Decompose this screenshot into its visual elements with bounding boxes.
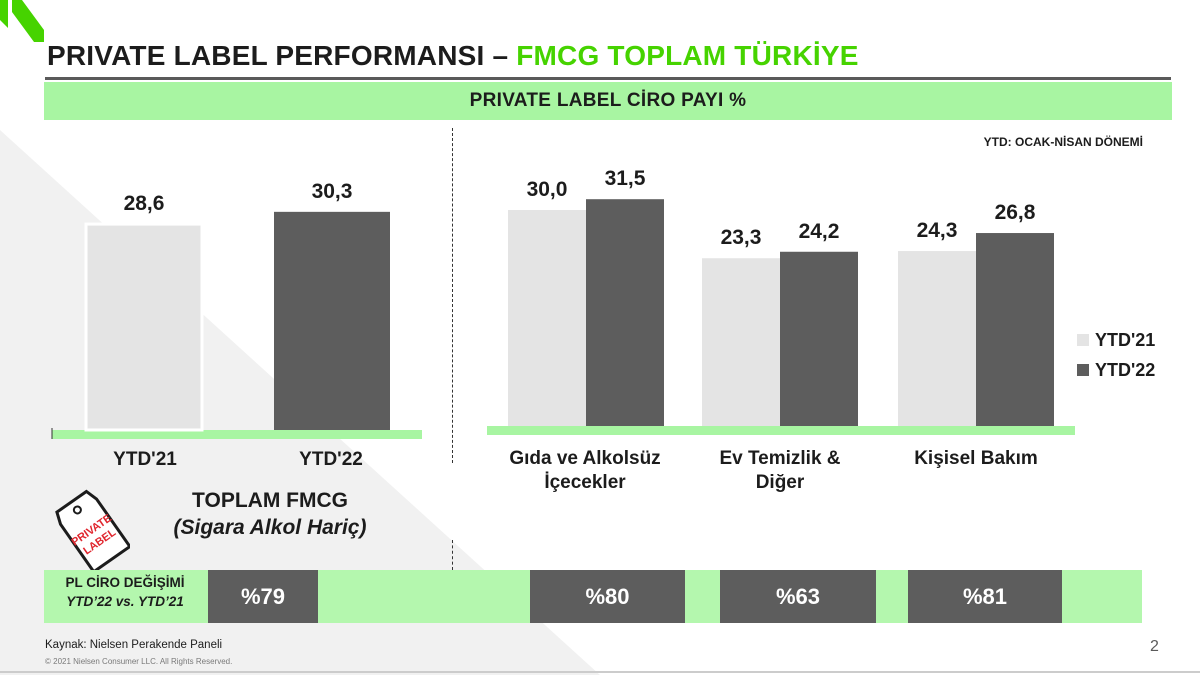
- legend-item-ytd22: YTD'22: [1077, 355, 1155, 385]
- legend-label-ytd21: YTD'21: [1095, 329, 1156, 350]
- right-category-label-0-line1: Gıda ve Alkolsüz: [509, 448, 661, 469]
- right-category-label-2: Kişisel Bakım: [876, 447, 1076, 471]
- right-bar-0-1: [586, 199, 664, 426]
- right-category-label-1: Ev Temizlik & Diğer: [680, 447, 880, 495]
- section-divider-lower: [452, 540, 453, 570]
- left-category-label-1: YTD'22: [299, 449, 363, 470]
- chart-categories: 30,0 31,5 23,3 24,2 24,3 26,8: [487, 167, 1075, 435]
- right-bar-label-2-1: 26,8: [995, 201, 1036, 224]
- subtitle-text: PRIVATE LABEL CİRO PAYI %: [469, 90, 747, 111]
- right-category-label-2-line1: Kişisel Bakım: [914, 448, 1038, 469]
- right-bar-label-2-0: 24,3: [917, 219, 958, 242]
- left-bar-1: [274, 211, 390, 430]
- right-bar-0-0: [508, 210, 586, 426]
- section-divider: [452, 128, 453, 463]
- chart-legend: YTD'21 YTD'22: [1077, 325, 1155, 385]
- page-title-accent: FMCG TOPLAM TÜRKİYE: [516, 40, 859, 71]
- legend-swatch-ytd21: [1077, 334, 1089, 346]
- copyright-note: © 2021 Nielsen Consumer LLC. All Rights …: [45, 657, 233, 666]
- left-category-label-0: YTD'21: [113, 449, 177, 470]
- right-bar-label-0-0: 30,0: [527, 178, 568, 201]
- page-title: PRIVATE LABEL PERFORMANSI – FMCG TOPLAM …: [47, 40, 859, 72]
- change-value-total: %79: [208, 570, 318, 623]
- right-bar-2-0: [898, 251, 976, 426]
- total-fmcg-caption-line1: TOPLAM FMCG: [192, 489, 348, 512]
- chart-total-fmcg: 28,6 30,3: [51, 180, 422, 439]
- subtitle-band: PRIVATE LABEL CİRO PAYI %: [44, 82, 1172, 120]
- page-number: 2: [1150, 638, 1159, 655]
- right-category-label-0-line2: İçecekler: [544, 472, 626, 493]
- right-bar-label-1-0: 23,3: [721, 226, 762, 249]
- right-bar-1-1: [780, 251, 858, 426]
- right-category-label-1-line2: Diğer: [755, 472, 805, 493]
- total-fmcg-caption-line2: (Sigara Alkol Hariç): [173, 516, 367, 539]
- right-category-label-0: Gıda ve Alkolsüz İçecekler: [480, 447, 690, 495]
- right-chart-baseline: [487, 426, 1075, 435]
- change-value-household: %63: [720, 570, 876, 623]
- page-title-main: PRIVATE LABEL PERFORMANSI –: [47, 40, 509, 71]
- legend-swatch-ytd22: [1077, 364, 1089, 376]
- right-bar-label-1-1: 24,2: [799, 220, 840, 243]
- corner-logo-mark: [0, 0, 8, 28]
- corner-logo-stripe: [12, 0, 44, 42]
- source-note: Kaynak: Nielsen Perakende Paneli: [45, 639, 223, 651]
- period-note: YTD: OCAK-NİSAN DÖNEMİ: [983, 135, 1143, 149]
- private-label-tag-icon: PRIVATE LABEL: [55, 489, 130, 574]
- change-row-label: PL CİRO DEĞİŞİMİ YTD’22 vs. YTD’21: [44, 573, 206, 611]
- title-underline: [45, 77, 1171, 80]
- change-row-label-line2: YTD’22 vs. YTD’21: [66, 594, 184, 609]
- left-bar-0: [84, 222, 204, 432]
- right-category-label-1-line1: Ev Temizlik &: [719, 448, 841, 469]
- left-bar-label-0: 28,6: [124, 192, 165, 215]
- change-value-personal-care: %81: [908, 570, 1062, 623]
- right-bar-1-0: [702, 258, 780, 426]
- right-bar-2-1: [976, 233, 1054, 426]
- change-row-label-line1: PL CİRO DEĞİŞİMİ: [65, 575, 185, 590]
- right-bar-label-0-1: 31,5: [605, 167, 646, 190]
- total-fmcg-caption: TOPLAM FMCG (Sigara Alkol Hariç): [120, 489, 420, 540]
- legend-item-ytd21: YTD'21: [1077, 325, 1155, 355]
- left-chart-baseline: [52, 430, 422, 439]
- left-bar-label-1: 30,3: [312, 180, 353, 203]
- change-value-food: %80: [530, 570, 685, 623]
- legend-label-ytd22: YTD'22: [1095, 359, 1156, 380]
